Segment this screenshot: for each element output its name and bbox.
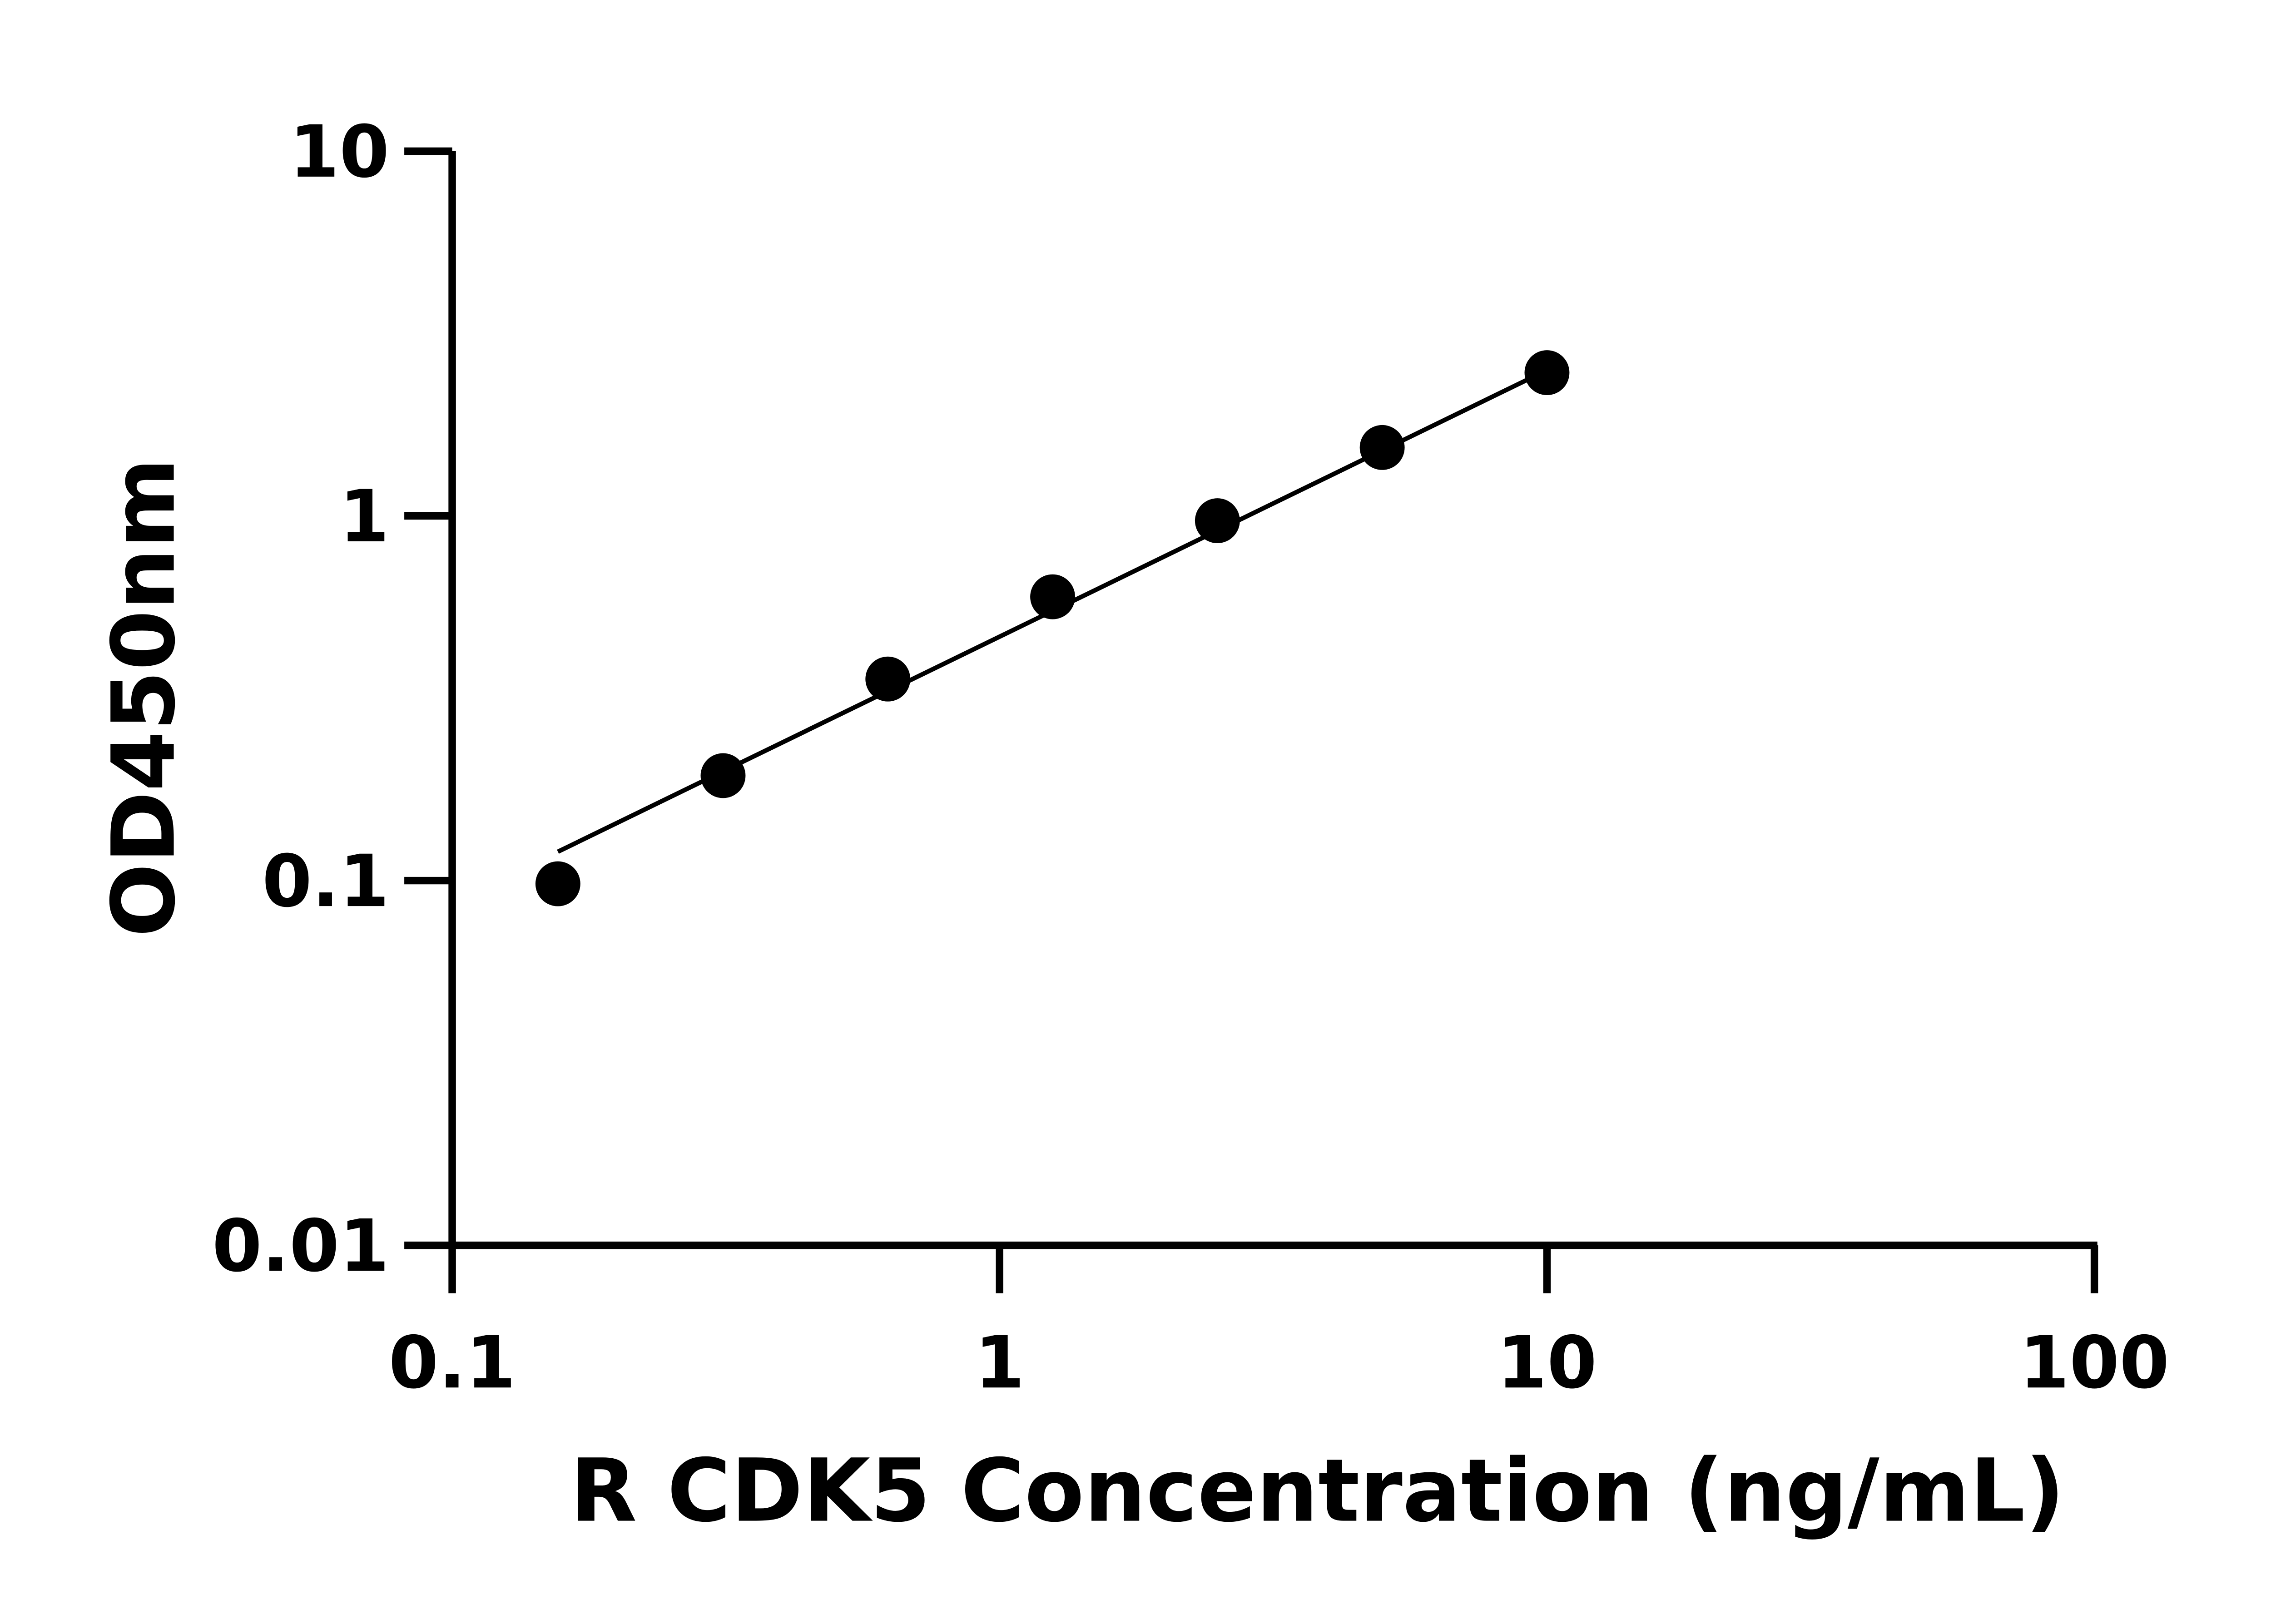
x-tick-label: 0.1 — [388, 1321, 516, 1405]
data-point — [1030, 574, 1075, 619]
y-tick-label: 10 — [289, 110, 389, 194]
x-tick-label: 100 — [2019, 1321, 2169, 1405]
data-point — [1524, 350, 1570, 396]
data-point — [865, 656, 911, 702]
x-axis-label: R CDK5 Concentration (ng/mL) — [570, 1441, 2065, 1542]
data-point — [700, 753, 746, 798]
tick-labels: 0.1 1 10 100 0.01 0.1 1 10 — [212, 110, 2169, 1405]
x-tick-label: 1 — [975, 1321, 1025, 1405]
data-points — [535, 350, 1570, 906]
data-point — [535, 861, 580, 906]
y-tick-label: 0.1 — [262, 840, 389, 923]
y-axis-label: OD450nm — [94, 458, 195, 937]
axes — [404, 147, 2098, 1293]
y-tick-label: 0.01 — [212, 1204, 389, 1288]
y-tick-label: 1 — [339, 475, 389, 559]
x-tick-label: 10 — [1497, 1321, 1597, 1405]
data-point — [1195, 498, 1240, 544]
data-point — [1359, 425, 1405, 470]
